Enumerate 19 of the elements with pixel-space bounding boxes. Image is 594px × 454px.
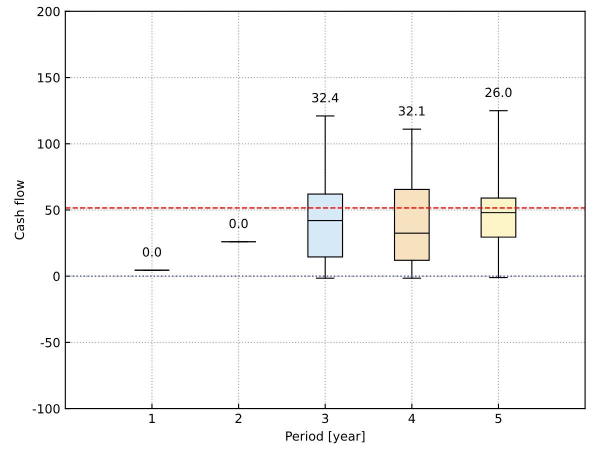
annotation: 32.4 — [312, 92, 338, 102]
y-tick-label: 50 — [46, 205, 60, 215]
y-tick-label: -100 — [32, 404, 60, 414]
x-tick-label: 1 — [149, 414, 155, 423]
x-axis-title: Period [year] — [286, 431, 364, 444]
annotation: 0.0 — [142, 247, 162, 257]
x-tick-label: 2 — [236, 414, 242, 423]
x-tick-label: 4 — [408, 414, 416, 423]
annotation: 26.0 — [485, 88, 512, 98]
annotation: 32.1 — [398, 106, 425, 116]
y-tick-label: 0 — [53, 272, 60, 282]
y-tick-label: 200 — [38, 6, 60, 16]
y-tick-label: 150 — [38, 73, 60, 82]
y-tick-label: 100 — [38, 139, 60, 149]
y-tick-label: -50 — [40, 338, 60, 348]
y-axis-title: Cash flow — [14, 180, 24, 240]
x-tick-label: 3 — [322, 414, 328, 424]
x-tick-label: 5 — [495, 414, 502, 424]
annotation: 0.0 — [229, 218, 248, 228]
